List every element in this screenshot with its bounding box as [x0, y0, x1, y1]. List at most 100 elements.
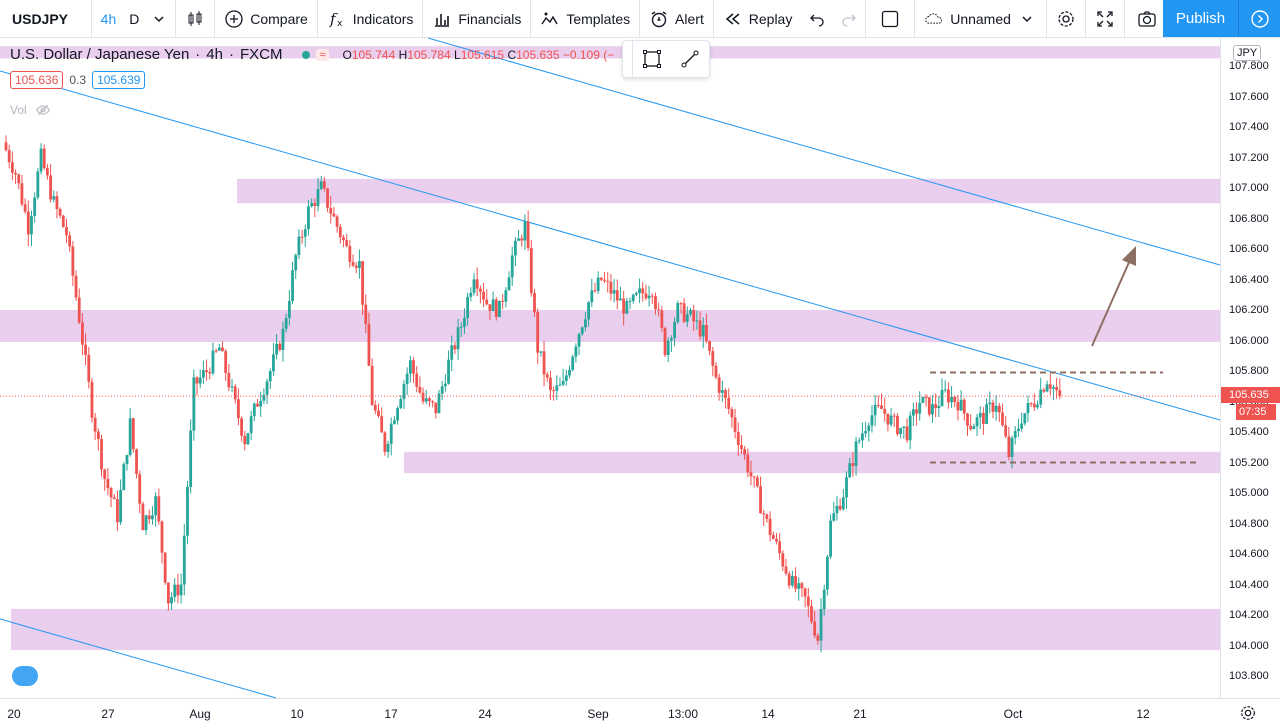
alert-button[interactable]: Alert	[640, 0, 713, 38]
candle-body	[800, 583, 804, 589]
camera-icon	[1137, 9, 1157, 29]
candle-body	[759, 486, 762, 514]
candle-body	[705, 325, 708, 342]
candle-body	[351, 261, 355, 266]
channel-upper-trendline[interactable]	[427, 38, 1220, 266]
candle-body	[141, 503, 145, 531]
trendlines[interactable]	[0, 38, 1220, 698]
candle-body	[367, 323, 371, 366]
candle-body	[329, 207, 333, 214]
price-zone[interactable]	[0, 310, 1220, 343]
templates-label: Templates	[566, 10, 631, 27]
rectangle-tool-button[interactable]	[633, 41, 671, 77]
candle-body	[501, 300, 505, 302]
arrow-head	[1122, 246, 1136, 266]
candle-body	[71, 246, 75, 276]
price-zone[interactable]	[11, 608, 1220, 651]
compare-button[interactable]: Compare	[215, 0, 317, 38]
time-scale[interactable]: 20 27 Aug 10 17 24 Sep 13:00 14 21 Oct 12	[0, 698, 1280, 728]
snapshot-button[interactable]	[1125, 0, 1169, 38]
settings-button[interactable]	[1047, 0, 1085, 38]
candle-body	[861, 433, 864, 441]
buy-price[interactable]: 105.639	[92, 71, 146, 89]
candle-body	[826, 556, 829, 590]
candle-body	[399, 399, 403, 409]
interval-daily-button[interactable]: D	[125, 0, 143, 38]
indicators-label: Indicators	[352, 10, 414, 27]
legend-title: U.S. Dollar / Japanese Yen	[10, 46, 190, 63]
candle-body	[657, 309, 661, 311]
candle-body	[679, 303, 683, 305]
tradingview-logo-icon[interactable]	[12, 666, 38, 686]
gear-icon[interactable]	[1238, 703, 1258, 723]
candle-body	[794, 576, 797, 589]
fullscreen-button[interactable]	[1086, 0, 1124, 38]
candle-body	[122, 464, 126, 491]
financials-button[interactable]: Financials	[423, 0, 530, 38]
interval-dropdown-button[interactable]	[143, 0, 175, 38]
candle-body	[482, 291, 485, 300]
templates-button[interactable]: Templates	[531, 0, 639, 38]
publish-button[interactable]: Publish	[1163, 0, 1238, 37]
chart-type-button[interactable]	[176, 0, 214, 38]
candle-body	[902, 426, 906, 429]
toolbar-drag-handle[interactable]	[623, 40, 633, 78]
candle-body	[641, 288, 645, 294]
candle-body	[348, 246, 352, 262]
candle-body	[205, 370, 208, 373]
candle-body	[116, 499, 119, 523]
candle-body	[297, 236, 301, 256]
price-chart[interactable]	[0, 38, 1220, 698]
candle-body	[988, 402, 992, 405]
publish-menu-button[interactable]	[1238, 0, 1280, 37]
interval-button[interactable]: 4h	[92, 0, 126, 38]
candle-body	[1010, 437, 1014, 458]
projection-arrow[interactable]	[1091, 246, 1136, 347]
trendline-tool-button[interactable]	[671, 41, 709, 77]
redo-button[interactable]	[833, 0, 865, 38]
candle-body	[157, 496, 161, 522]
candle-body	[950, 396, 953, 403]
candle-body	[421, 392, 425, 402]
descending-trendline[interactable]	[0, 70, 1220, 421]
candle-body	[727, 397, 731, 410]
candle-body	[692, 309, 696, 322]
alarm-clock-icon	[649, 9, 669, 29]
candle-body	[186, 486, 189, 536]
candle-body	[278, 343, 282, 350]
candle-body	[549, 377, 552, 391]
candle-body	[393, 420, 396, 424]
candle-body	[112, 497, 116, 500]
price-scale[interactable]: 107.800 107.600 107.400 107.200 107.000 106.8…	[1220, 38, 1280, 698]
layout-name-button[interactable]: Unnamed	[915, 0, 1046, 38]
low-value: 105.615	[460, 47, 505, 62]
candle-body	[918, 402, 922, 414]
price-zone[interactable]	[237, 178, 1220, 204]
eye-off-icon[interactable]	[33, 100, 53, 120]
candle-body	[443, 383, 447, 387]
layout-grid-button[interactable]	[866, 0, 914, 38]
candle-body	[822, 589, 826, 610]
candle-body	[803, 588, 807, 597]
chevron-down-icon	[149, 9, 169, 29]
volume-label: Vol	[10, 103, 27, 117]
candle-body	[886, 413, 890, 425]
candle-body	[619, 298, 622, 301]
undo-button[interactable]	[801, 0, 833, 38]
sell-price[interactable]: 105.636	[10, 71, 64, 89]
horizontal-levels[interactable]	[930, 371, 1198, 464]
candle-body	[883, 408, 887, 414]
svg-text:x: x	[337, 19, 343, 29]
price-tick-label: 104.000	[1229, 639, 1269, 652]
candle-body	[520, 238, 524, 241]
candle-body	[682, 303, 686, 322]
symbol-search-button[interactable]: USDJPY	[12, 10, 69, 27]
channel-lower-trendline[interactable]	[0, 618, 277, 698]
candle-body	[233, 386, 237, 400]
price-zone[interactable]	[404, 451, 1220, 474]
candle-body	[249, 416, 253, 434]
candle-body	[790, 576, 794, 586]
replay-button[interactable]: Replay	[714, 0, 802, 38]
currency-label[interactable]: JPY	[1233, 45, 1262, 61]
